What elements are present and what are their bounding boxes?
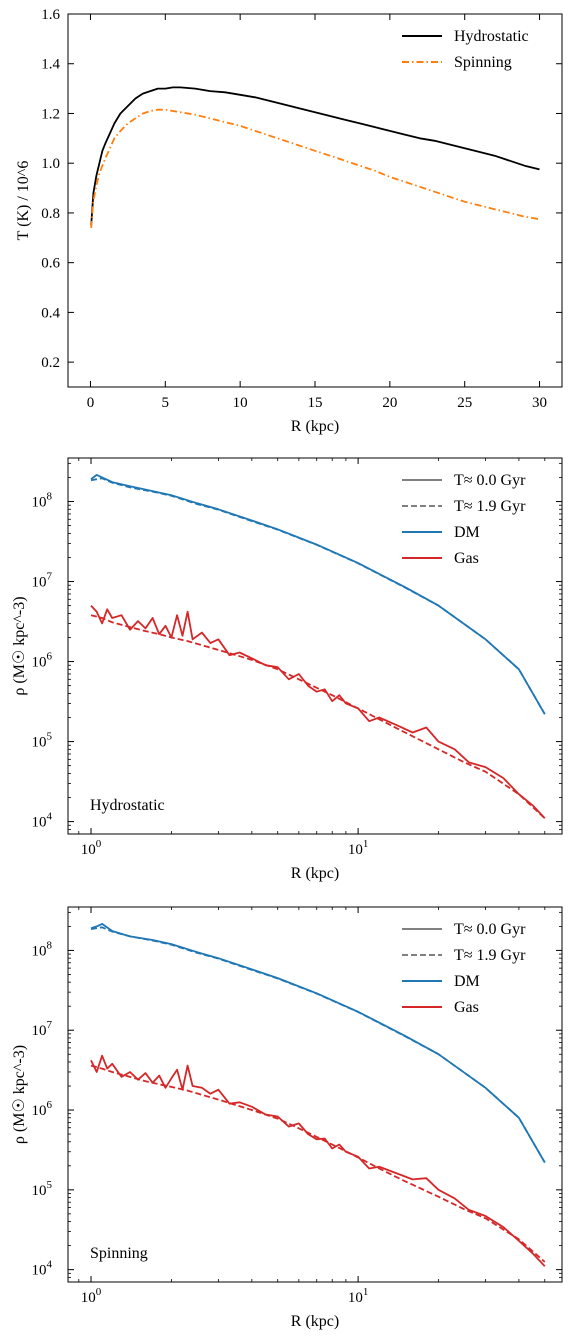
legend-label: T≈ 0.0 Gyr bbox=[454, 472, 526, 489]
x-tick-label: 101 bbox=[348, 838, 369, 858]
legend-label: T≈ 0.0 Gyr bbox=[454, 921, 526, 938]
legend-label: Hydrostatic bbox=[454, 28, 529, 45]
x-tick-exponent: 0 bbox=[96, 1286, 102, 1298]
series-line-spinning bbox=[90, 108, 540, 228]
x-axis-label: R (kpc) bbox=[291, 865, 339, 882]
x-tick-label: 15 bbox=[308, 395, 323, 411]
x-axis-label: R (kpc) bbox=[291, 418, 339, 435]
x-tick-label: 25 bbox=[457, 395, 472, 411]
series-line-gas-1-9-gyr bbox=[90, 614, 546, 819]
x-tick-label: 0 bbox=[87, 395, 95, 411]
y-tick-label: 1.2 bbox=[41, 106, 60, 122]
y-axis-label: ρ (M☉ kpc^-3) bbox=[11, 596, 28, 695]
y-tick-label: 1.4 bbox=[41, 57, 60, 73]
legend: Hydrostatic Spinning bbox=[402, 28, 529, 71]
y-tick-label: 108 bbox=[32, 939, 53, 959]
x-axis-label: R (kpc) bbox=[291, 1313, 339, 1330]
axes-frame bbox=[67, 457, 563, 835]
y-tick-label: 104 bbox=[32, 811, 53, 831]
x-tick-exponent: 1 bbox=[363, 1286, 369, 1298]
y-tick-label: 106 bbox=[32, 651, 53, 671]
legend-label: T≈ 1.9 Gyr bbox=[454, 498, 526, 515]
x-tick-label: 30 bbox=[532, 395, 547, 411]
y-tick-exponent: 7 bbox=[47, 1019, 53, 1031]
series-line-gas-0-0-gyr bbox=[90, 604, 546, 819]
series-line-gas-0-0-gyr bbox=[90, 1054, 546, 1267]
panel-1: 0 5 10 15 20 25 30 0.2 0.4 0.6 0.8 1.0 1.2 1.4 1.6 R (k… bbox=[15, 7, 563, 435]
y-tick-label: 0.8 bbox=[41, 206, 60, 222]
y-tick-label: 107 bbox=[32, 1019, 53, 1039]
legend-label: T≈ 1.9 Gyr bbox=[454, 947, 526, 964]
y-tick-exponent: 6 bbox=[47, 1099, 53, 1111]
legend-label: DM bbox=[454, 973, 480, 990]
y-tick-exponent: 8 bbox=[47, 491, 53, 503]
x-tick-label: 101 bbox=[348, 1286, 369, 1306]
x-tick-label: 5 bbox=[162, 395, 170, 411]
y-tick-label: 107 bbox=[32, 571, 53, 591]
y-tick-label: 105 bbox=[32, 731, 53, 751]
x-tick-label: 100 bbox=[81, 838, 102, 858]
series-line-dm-1-9-gyr bbox=[90, 477, 546, 715]
y-tick-exponent: 4 bbox=[47, 1259, 53, 1271]
y-tick-exponent: 7 bbox=[47, 571, 53, 583]
y-tick-label: 1.0 bbox=[41, 156, 60, 172]
y-tick-exponent: 5 bbox=[47, 1179, 53, 1191]
x-tick-label: 100 bbox=[81, 1286, 102, 1306]
y-tick-label: 108 bbox=[32, 491, 53, 511]
y-tick-exponent: 5 bbox=[47, 731, 53, 743]
y-tick-label: 0.4 bbox=[41, 305, 60, 321]
x-tick-label: 20 bbox=[382, 395, 397, 411]
legend-label: Gas bbox=[454, 999, 479, 1016]
series-line-gas-1-9-gyr bbox=[90, 1064, 546, 1263]
y-tick-label: 0.2 bbox=[41, 355, 60, 371]
legend: T≈ 0.0 Gyr T≈ 1.9 Gyr DM Gas bbox=[402, 921, 526, 1016]
x-tick-label: 10 bbox=[233, 395, 248, 411]
panel-label: Hydrostatic bbox=[90, 797, 165, 814]
x-tick-exponent: 1 bbox=[363, 838, 369, 850]
axes-frame bbox=[67, 906, 563, 1283]
series-line-hydrostatic bbox=[90, 86, 540, 226]
y-axis-label: ρ (M☉ kpc^-3) bbox=[11, 1045, 28, 1144]
legend-label: Spinning bbox=[454, 54, 512, 71]
series-line-dm-1-9-gyr bbox=[90, 926, 546, 1163]
y-tick-label: 1.6 bbox=[41, 7, 60, 23]
panel-label: Spinning bbox=[90, 1245, 148, 1262]
y-tick-exponent: 6 bbox=[47, 651, 53, 663]
legend-label: DM bbox=[454, 524, 480, 541]
y-tick-label: 104 bbox=[32, 1259, 53, 1279]
y-tick-label: 105 bbox=[32, 1179, 53, 1199]
y-tick-exponent: 4 bbox=[47, 811, 53, 823]
y-axis-label: T (K) / 10^6 bbox=[15, 161, 32, 241]
legend-label: Gas bbox=[454, 550, 479, 567]
y-tick-exponent: 8 bbox=[47, 939, 53, 951]
legend: T≈ 0.0 Gyr T≈ 1.9 Gyr DM Gas bbox=[402, 472, 526, 567]
y-tick-label: 106 bbox=[32, 1099, 53, 1119]
x-tick-exponent: 0 bbox=[96, 838, 102, 850]
y-tick-label: 0.6 bbox=[41, 256, 60, 272]
